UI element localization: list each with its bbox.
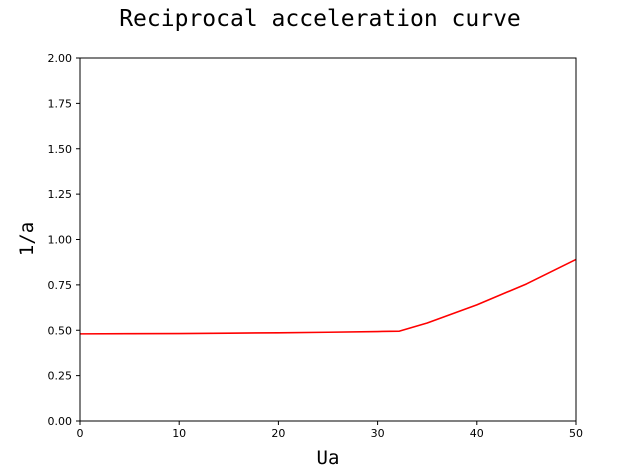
x-tick-label: 0 — [77, 427, 84, 440]
x-tick-label: 20 — [271, 427, 285, 440]
plot-frame — [79, 57, 577, 422]
plot-area: 0 10 20 30 40 50 0.00 0.25 0.50 0.75 1.00 1.25 1.50 1… — [48, 52, 584, 440]
y-tick-label: 2.00 — [48, 52, 73, 65]
x-tick-label: 50 — [569, 427, 583, 440]
x-tick-label: 30 — [371, 427, 385, 440]
y-tick-label: 0.50 — [48, 324, 73, 337]
y-tick-label: 1.75 — [48, 97, 73, 110]
y-tick-label: 1.50 — [48, 143, 73, 156]
x-tick-label: 40 — [470, 427, 484, 440]
chart-title: Reciprocal acceleration curve — [119, 6, 521, 32]
y-tick-label: 0.25 — [48, 370, 73, 383]
x-tick-label: 10 — [172, 427, 186, 440]
y-tick-label: 1.25 — [48, 188, 73, 201]
series-line-0 — [79, 258, 577, 335]
y-axis-label: 1/a — [16, 222, 38, 256]
y-tick-label: 0.00 — [48, 415, 73, 428]
x-axis-label: Ua — [317, 447, 340, 469]
y-tick-label: 0.75 — [48, 279, 73, 292]
y-tick-label: 1.00 — [48, 234, 73, 247]
